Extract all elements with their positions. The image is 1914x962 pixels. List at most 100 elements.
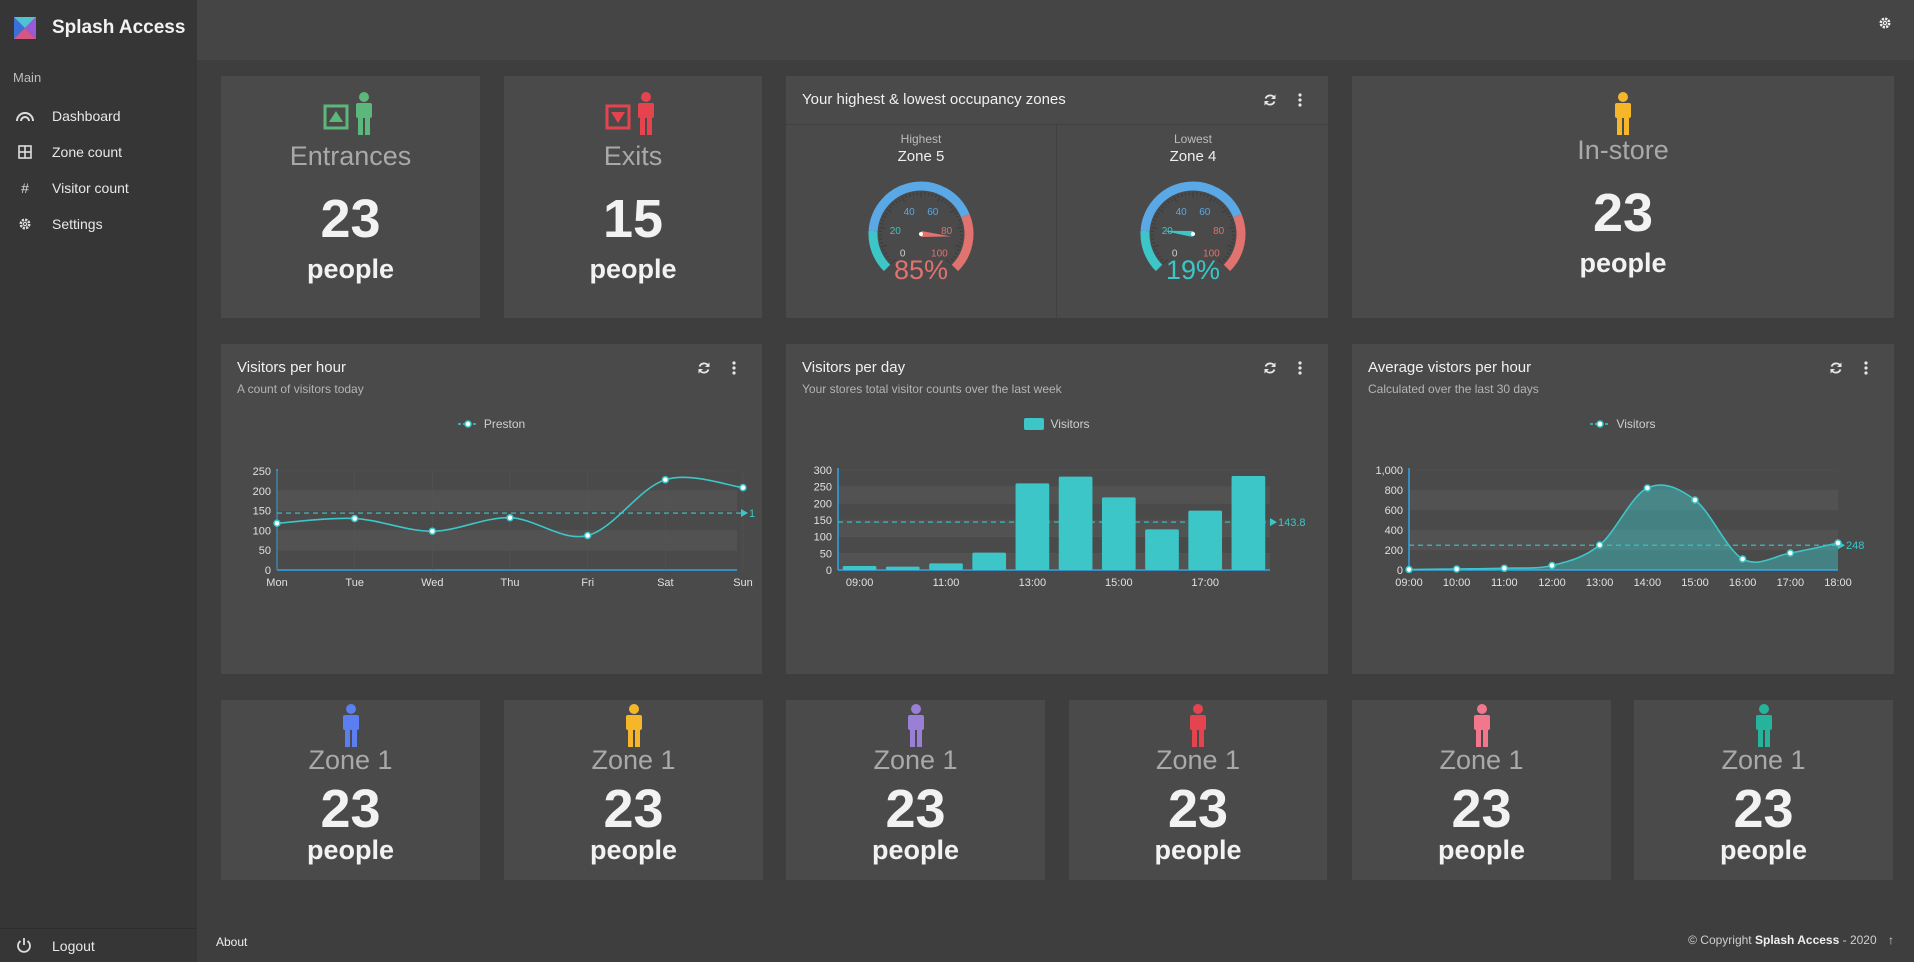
data-point <box>1738 555 1747 563</box>
gauge-tick <box>931 193 934 197</box>
more-vert-icon[interactable] <box>1292 92 1308 108</box>
sidebar-item-zone-count[interactable]: Zone count <box>0 134 197 170</box>
gauge-tick <box>889 205 893 209</box>
sidebar-item-label: Dashboard <box>52 108 121 124</box>
gauge-tick <box>949 208 956 214</box>
person-icon <box>1634 704 1893 748</box>
exits-card: Exits 15 people <box>504 76 762 318</box>
x-tick-label: 11:00 <box>1491 577 1518 589</box>
more-vert-icon[interactable] <box>726 360 742 376</box>
visitors-per-day-panel: Visitors per day Your stores total visit… <box>786 344 1328 674</box>
occupancy-panel: Your highest & lowest occupancy zones Hi… <box>786 76 1328 318</box>
refresh-icon[interactable] <box>1262 360 1278 376</box>
brand[interactable]: Splash Access <box>14 14 185 42</box>
gauge-band <box>951 213 974 272</box>
gauge-tick <box>1161 205 1165 209</box>
average-marker <box>1270 518 1277 527</box>
x-tick-label: 13:00 <box>1019 577 1047 589</box>
gauge-tick <box>1162 259 1168 265</box>
gauge-tick-label: 40 <box>1176 207 1188 218</box>
x-tick-label: Sat <box>657 577 674 589</box>
gauge-tick <box>1152 244 1159 248</box>
chart-subtitle: Your stores total visitor counts over th… <box>802 382 1062 396</box>
about-link[interactable]: About <box>216 935 248 949</box>
gauge-tick <box>1170 198 1173 202</box>
zone-title: Zone 1 <box>308 745 393 775</box>
hash-icon: # <box>21 180 29 196</box>
sidebar-item-dashboard[interactable]: Dashboard <box>0 98 197 134</box>
exits-title: Exits <box>603 141 663 171</box>
bar <box>885 566 920 570</box>
gauge-value-label: 19% <box>1166 255 1220 285</box>
chart-legend[interactable]: Visitors <box>786 417 1328 431</box>
x-tick-label: Mon <box>266 577 287 589</box>
divider <box>786 124 1328 125</box>
gauge-tick <box>1184 192 1187 196</box>
gauge-tick <box>879 242 884 244</box>
legend-line-icon <box>457 420 478 428</box>
gauge-tick <box>956 215 960 218</box>
refresh-icon[interactable] <box>1828 360 1844 376</box>
x-tick-label: 15:00 <box>1681 577 1709 589</box>
more-vert-icon[interactable] <box>1292 360 1308 376</box>
gauge-tick <box>1153 219 1157 222</box>
gauge-needle <box>1163 230 1194 237</box>
zone-card: Zone 1 23 people <box>1634 700 1893 880</box>
zone-title: Zone 1 <box>1721 745 1806 775</box>
x-tick-label: Tue <box>345 577 364 589</box>
x-tick-label: 13:00 <box>1586 577 1614 589</box>
refresh-icon[interactable] <box>696 360 712 376</box>
visitors-per-hour-panel: Visitors per hour A count of visitors to… <box>221 344 762 674</box>
refresh-icon[interactable] <box>1262 92 1278 108</box>
gauge-tick <box>879 226 886 229</box>
gauge-tick <box>1229 219 1233 222</box>
zone-count: 23 <box>320 779 381 839</box>
chart-title: Visitors per hour <box>237 359 346 376</box>
gauge-tick <box>888 258 892 262</box>
gauge-tick <box>1157 255 1162 259</box>
zone-card: Zone 1 23 people <box>786 700 1045 880</box>
gauge-tick <box>1160 258 1164 262</box>
x-tick-label: 09:00 <box>1395 577 1423 589</box>
gauge-tick <box>894 200 898 204</box>
sidebar-item-label: Zone count <box>52 144 123 160</box>
gear-icon <box>16 215 34 233</box>
instore-title: In-store <box>1577 135 1669 165</box>
chart-legend[interactable]: Preston <box>221 417 762 431</box>
logout-button[interactable]: Logout <box>0 928 197 962</box>
gauge-tick <box>885 255 890 259</box>
gauge-tick <box>949 205 953 209</box>
sidebar-item-label: Visitor count <box>52 180 129 196</box>
highest-zone-name: Zone 5 <box>897 148 945 165</box>
chart-legend[interactable]: Visitors <box>1352 417 1894 431</box>
scroll-top-icon[interactable]: ↑ <box>1888 933 1894 947</box>
gauge-tick <box>927 192 930 196</box>
entrances-unit: people <box>306 254 394 284</box>
y-tick-label: 600 <box>1385 505 1403 517</box>
chart-subtitle: A count of visitors today <box>237 382 364 396</box>
gauge-tick <box>934 194 937 198</box>
y-tick-label: 250 <box>814 482 832 494</box>
gauge-tick-label: 60 <box>927 207 939 218</box>
zone-count: 23 <box>603 779 664 839</box>
instore-unit: people <box>1579 248 1667 278</box>
gauge-tick <box>1163 203 1167 206</box>
gauge-tick <box>1228 226 1235 229</box>
more-vert-icon[interactable] <box>1858 360 1874 376</box>
x-tick-label: 17:00 <box>1191 577 1219 589</box>
copyright: © Copyright Splash Access - 2020 ↑ <box>1688 933 1894 947</box>
settings-gear-button[interactable] <box>1878 16 1894 32</box>
sidebar: Splash Access Main Dashboard Zone count … <box>0 0 197 962</box>
gauge-tick <box>1155 252 1160 255</box>
gauge-tick <box>1206 194 1209 198</box>
sidebar-item-settings[interactable]: Settings <box>0 206 197 242</box>
bar <box>1145 529 1179 570</box>
bar <box>1101 497 1136 570</box>
exits-unit: people <box>589 254 677 284</box>
gauge-tick <box>1156 212 1160 215</box>
x-tick-label: Wed <box>421 577 443 589</box>
sidebar-item-visitor-count[interactable]: # Visitor count <box>0 170 197 206</box>
highest-caption: Highest <box>900 132 942 146</box>
gauge-tick <box>890 259 896 265</box>
